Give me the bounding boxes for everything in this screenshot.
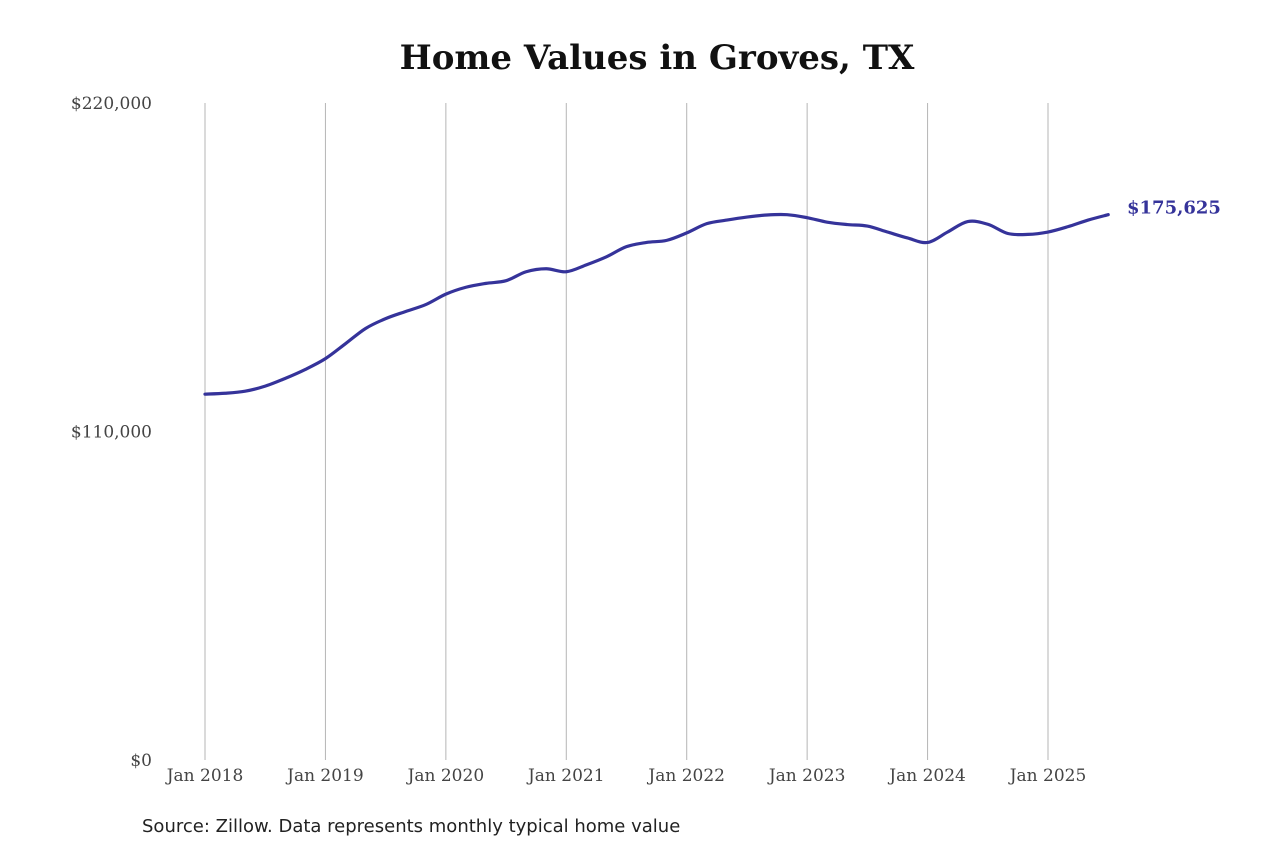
x-tick-label: Jan 2019 (285, 766, 364, 786)
y-tick-label: $110,000 (71, 423, 152, 443)
x-axis-ticks: Jan 2018 Jan 2019 Jan 2020 Jan 2021 Jan 2022… (165, 766, 1087, 786)
gridlines (204, 103, 1049, 760)
series-line (203, 212, 1110, 396)
x-tick-label: Jan 2025 (1008, 766, 1087, 786)
x-tick-label: Jan 2024 (887, 766, 966, 786)
x-tick-label: Jan 2023 (767, 766, 846, 786)
source-note: Source: Zillow. Data represents monthly … (142, 816, 681, 837)
y-tick-label: $220,000 (71, 94, 152, 114)
x-tick-label: Jan 2021 (526, 766, 605, 786)
x-tick-label: Jan 2020 (406, 766, 485, 786)
x-tick-label: Jan 2022 (646, 766, 725, 786)
series-layer: $175,625 (203, 198, 1221, 396)
chart-title: Home Values in Groves, TX (399, 38, 915, 78)
y-tick-label: $0 (130, 751, 152, 771)
x-tick-label: Jan 2018 (165, 766, 244, 786)
end-value-label: $175,625 (1127, 198, 1221, 219)
y-axis-ticks: $0 $110,000 $220,000 (71, 94, 152, 771)
